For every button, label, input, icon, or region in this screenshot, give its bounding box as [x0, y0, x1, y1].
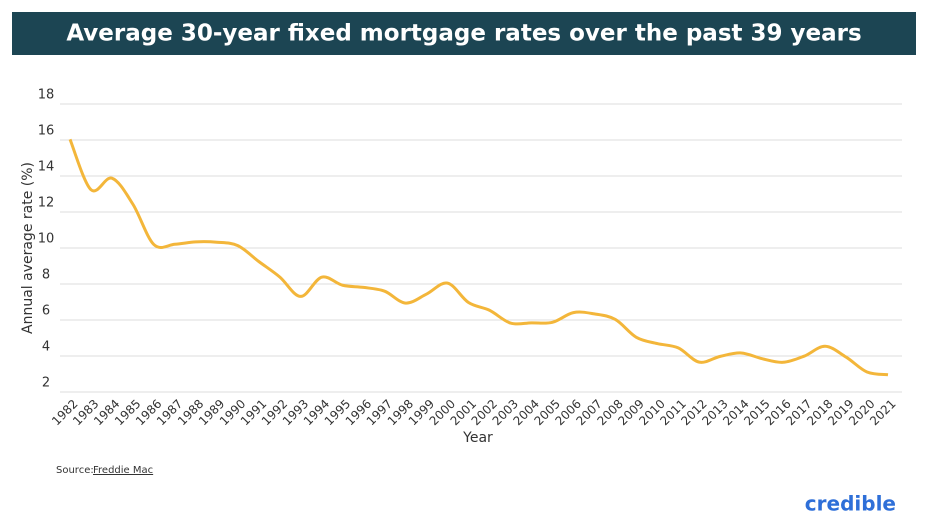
- line-series: [68, 138, 889, 377]
- chart-title: Average 30-year fixed mortgage rates ove…: [66, 21, 861, 47]
- source-link[interactable]: Freddie Mac: [93, 465, 153, 476]
- x-axis-title: Year: [462, 430, 493, 446]
- y-tick-label: 16: [38, 124, 55, 139]
- y-tick-label: 2: [42, 376, 50, 391]
- title-banner: [12, 12, 916, 55]
- y-tick-label: 14: [38, 160, 55, 175]
- source-label: Source:: [56, 465, 94, 476]
- y-tick-label: 6: [42, 304, 50, 319]
- y-tick-label: 10: [38, 232, 55, 247]
- y-tick-label: 8: [42, 268, 50, 283]
- y-tick-label: 4: [42, 340, 50, 355]
- y-axis-title: Annual average rate (%): [20, 162, 36, 334]
- y-tick-label: 12: [38, 196, 55, 211]
- y-tick-label: 18: [38, 88, 55, 103]
- brand-logo: credible: [805, 492, 896, 516]
